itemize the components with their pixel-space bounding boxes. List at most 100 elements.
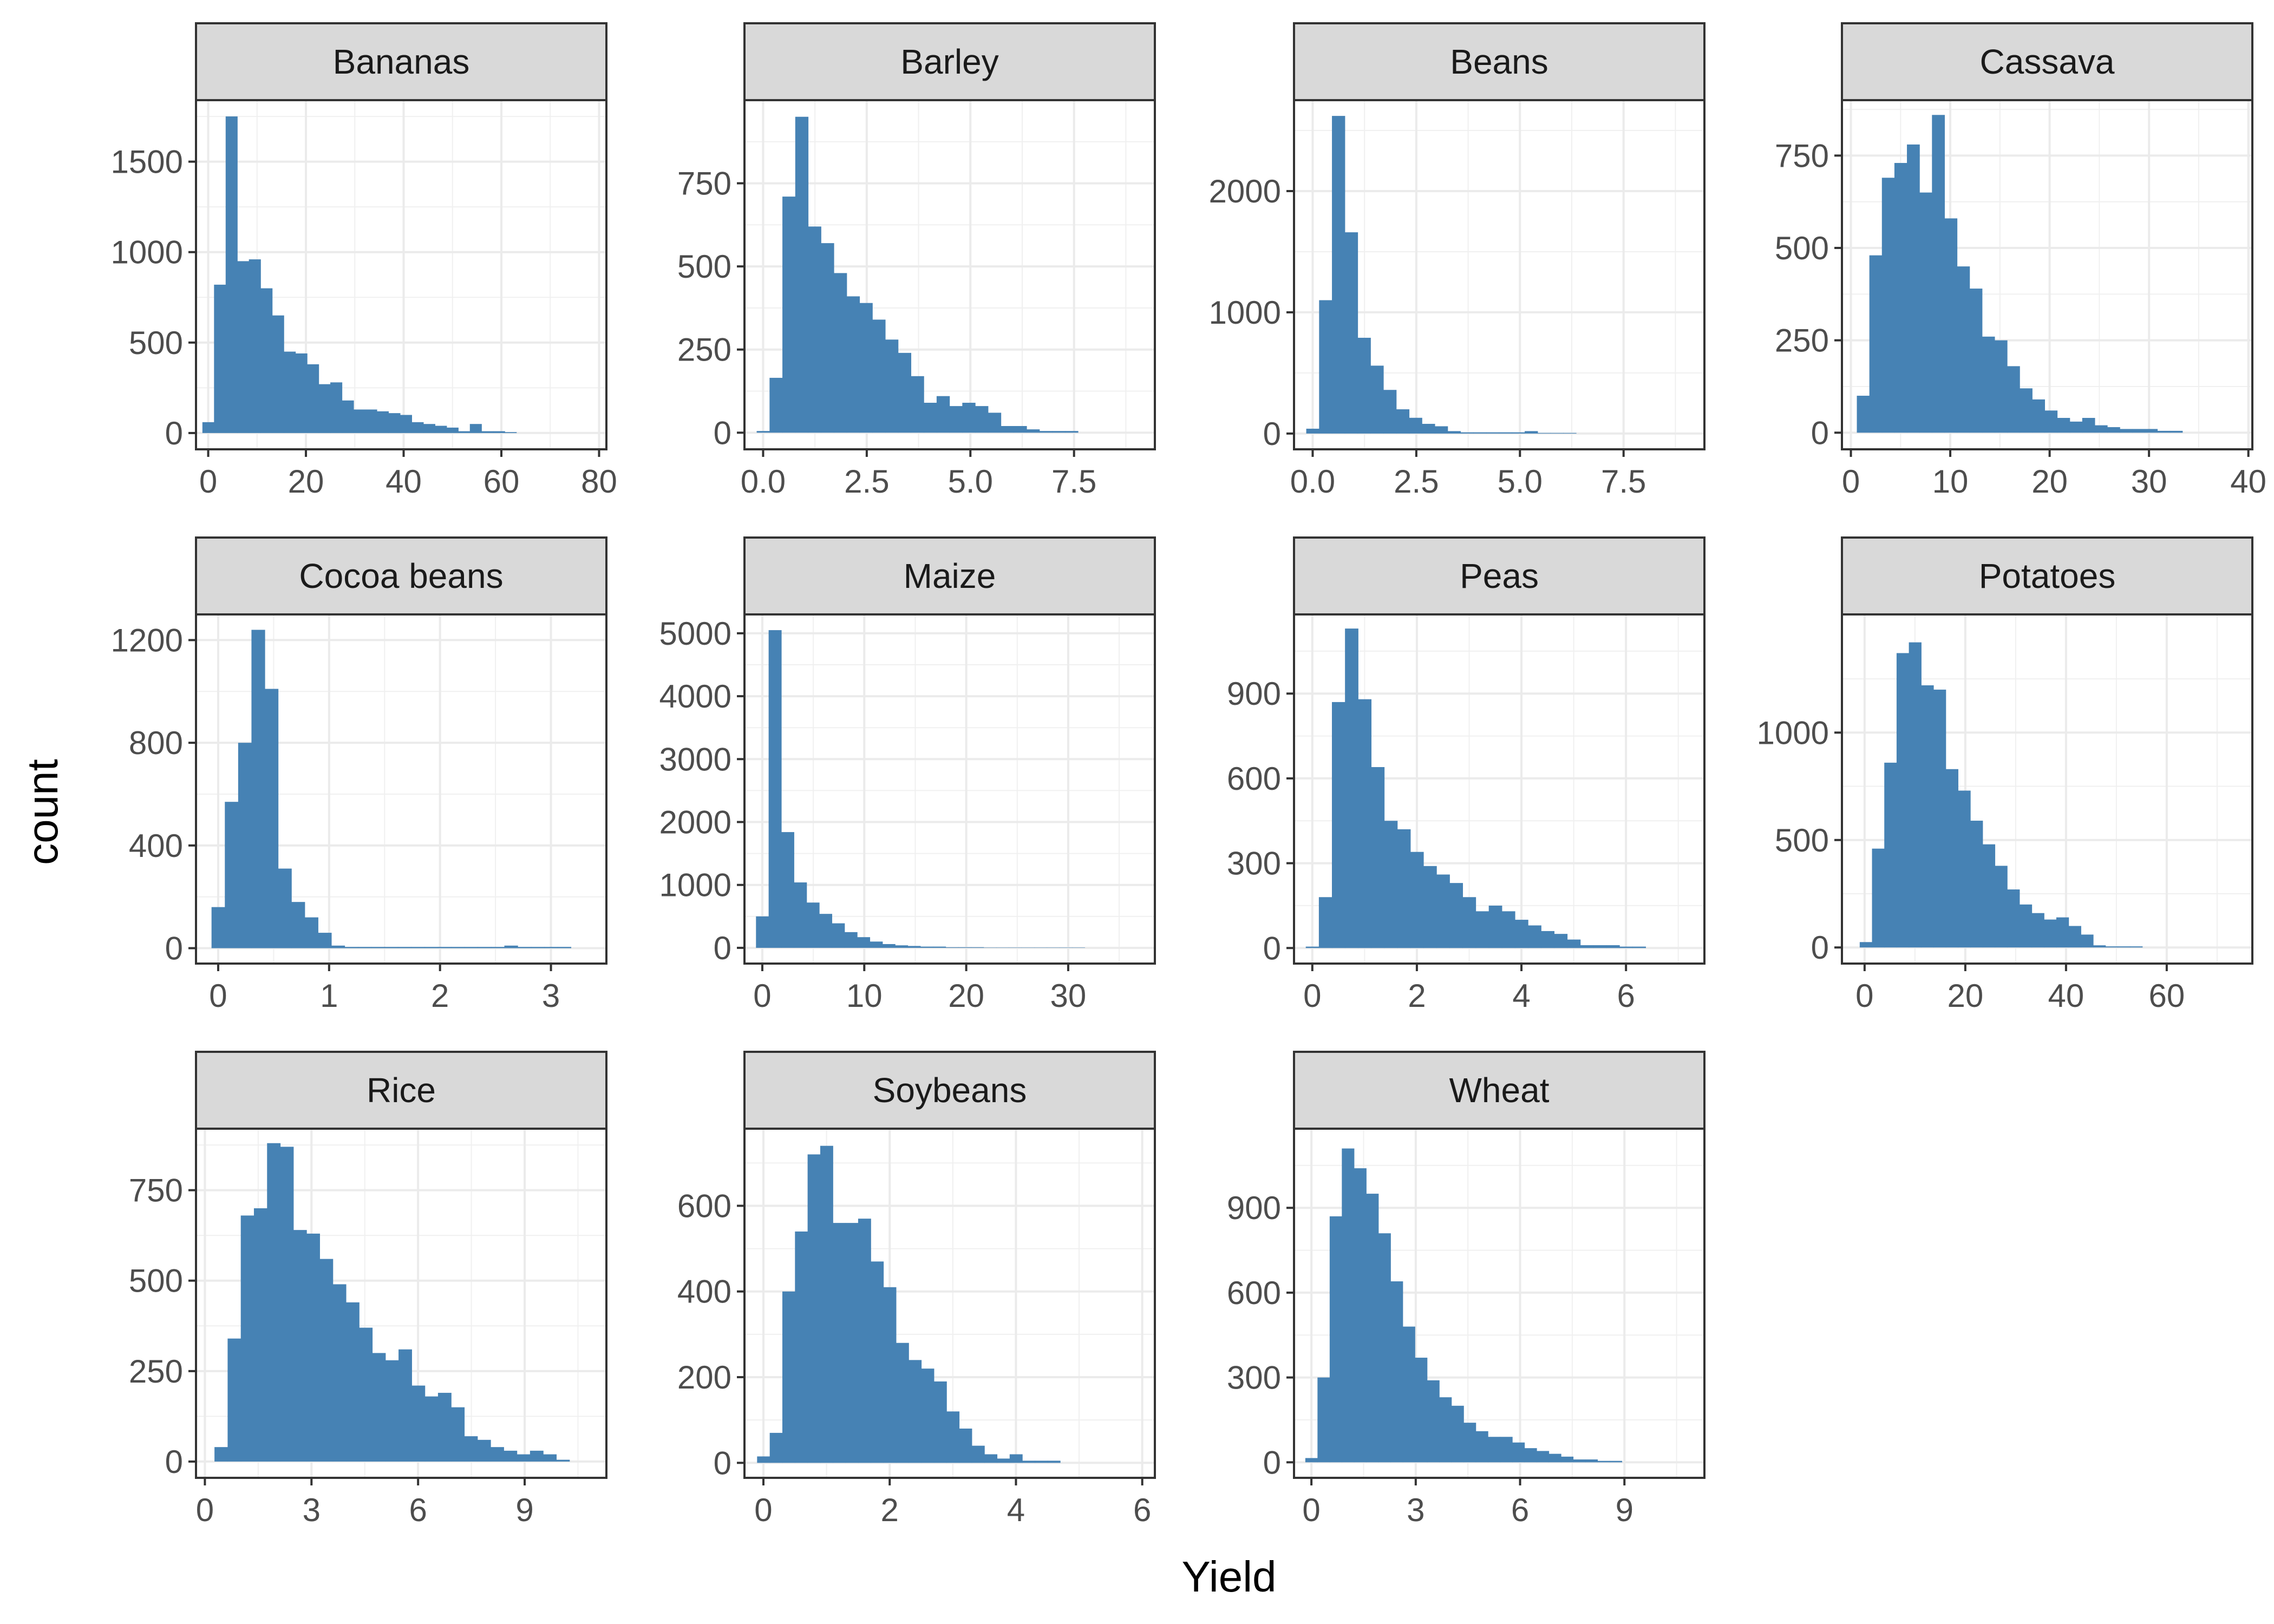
histogram-bar — [372, 1353, 386, 1462]
histogram-bar — [1383, 390, 1397, 434]
histogram-bar — [1580, 945, 1594, 948]
histogram-bar — [557, 947, 572, 948]
histogram-bar — [1881, 178, 1895, 433]
x-tick-label: 5.0 — [1498, 463, 1543, 500]
facet-strip — [743, 22, 1156, 101]
y-tick-label: 600 — [677, 1188, 731, 1224]
histogram-bar — [376, 411, 389, 433]
histogram-bar — [1593, 945, 1607, 948]
histogram-bar — [2007, 889, 2020, 948]
histogram-bar — [2007, 366, 2020, 433]
y-tick-label: 1000 — [111, 234, 183, 271]
histogram-bar — [819, 914, 832, 948]
histogram-bar — [936, 396, 950, 433]
histogram-bar — [464, 1436, 478, 1462]
histogram-bar — [1982, 336, 1995, 433]
histogram-bar — [1909, 642, 1922, 948]
y-tick-label: 1000 — [659, 867, 731, 903]
histogram-bar — [227, 1338, 241, 1462]
histogram-bar — [358, 947, 372, 948]
y-tick-label: 200 — [677, 1359, 731, 1396]
histogram-bar — [1859, 942, 1873, 948]
facet-panel: Cocoa beans 0 400 800 1200 0 1 2 3 — [111, 536, 607, 1014]
histogram-bars — [756, 630, 1086, 948]
histogram-bar — [2105, 946, 2118, 948]
histogram-bar — [318, 933, 332, 948]
histogram-bar — [885, 339, 899, 433]
histogram-bar — [1525, 431, 1538, 434]
x-tick-label: 2.5 — [844, 463, 889, 500]
y-tick-label: 400 — [129, 828, 183, 864]
histogram-bar — [293, 1230, 307, 1462]
histogram-bar — [1423, 866, 1437, 948]
histogram-bar — [757, 1456, 770, 1463]
histogram-bar — [808, 226, 821, 433]
histogram-bar — [295, 353, 308, 433]
y-tick-label: 500 — [1775, 230, 1829, 266]
histogram-bar — [1932, 115, 1945, 433]
histogram-bar — [464, 947, 478, 948]
y-tick-label: 300 — [1227, 846, 1281, 882]
histogram-bar — [1427, 1380, 1440, 1463]
x-tick-label: 7.5 — [1051, 463, 1096, 500]
histogram-bar — [458, 431, 471, 433]
histogram-bar — [1945, 769, 1958, 948]
histogram-bar — [543, 1454, 557, 1462]
histogram-bar — [2157, 430, 2171, 433]
histogram-bar — [782, 1291, 795, 1463]
x-tick-label: 0.0 — [741, 463, 786, 500]
x-axis-title: Yield — [1182, 1553, 1277, 1601]
histogram-bar — [1872, 848, 1885, 948]
histogram-bar — [253, 1208, 267, 1462]
y-axis-title: count — [18, 759, 67, 865]
facet-strip — [1841, 536, 2253, 615]
y-tick-label: 250 — [677, 332, 731, 368]
histogram-bar — [2056, 917, 2069, 948]
y-tick-label: 750 — [1775, 137, 1829, 174]
histogram-bar — [769, 377, 783, 433]
histogram-bars — [757, 1145, 1061, 1463]
x-tick-label: 5.0 — [948, 463, 993, 500]
x-tick-label: 0 — [1855, 978, 1873, 1014]
y-tick-label: 0 — [1263, 416, 1281, 452]
histogram-bar — [833, 1223, 846, 1463]
histogram-bars — [202, 116, 517, 433]
histogram-bar — [477, 1439, 491, 1462]
histogram-bar — [1869, 255, 1883, 433]
histogram-bar — [909, 1360, 922, 1463]
panel-border — [743, 613, 1156, 965]
histogram-bar — [330, 382, 343, 433]
y-tick-label: 2000 — [659, 804, 731, 841]
histogram-bar — [946, 1411, 960, 1463]
histogram-bar — [2094, 425, 2108, 433]
facet-panel: Cassava 0 250 500 750 0 10 20 30 40 — [1775, 22, 2266, 500]
histogram-bar — [1907, 144, 1920, 433]
x-tick-label: 0.0 — [1290, 463, 1335, 500]
y-tick-label: 750 — [129, 1173, 183, 1209]
facet-strip — [195, 22, 607, 101]
histogram-bar — [1317, 1377, 1330, 1463]
histogram-bar — [1537, 433, 1551, 434]
histogram-bar — [2044, 410, 2058, 433]
histogram-bar — [896, 1343, 909, 1463]
histogram-bar — [1047, 947, 1060, 948]
histogram-bar — [795, 116, 809, 433]
histogram-bar — [2057, 417, 2070, 433]
histogram-bars — [756, 116, 1079, 433]
major-gridlines — [744, 1129, 1155, 1478]
histogram-bar — [371, 947, 385, 948]
x-tick-label: 0 — [1303, 978, 1321, 1014]
histogram-bar — [795, 1231, 808, 1463]
x-tick-label: 30 — [1050, 978, 1087, 1014]
histogram-bar — [272, 315, 284, 433]
x-tick-label: 40 — [2048, 978, 2084, 1014]
y-tick-label: 0 — [165, 415, 183, 451]
histogram-bar — [304, 917, 318, 948]
histogram-bar — [1371, 767, 1385, 948]
histogram-bar — [1027, 429, 1040, 433]
histogram-bar — [2107, 427, 2120, 433]
facet-strip-label: Rice — [367, 1071, 436, 1110]
histogram-bar — [1021, 947, 1035, 948]
x-tick-label: 20 — [1947, 978, 1983, 1014]
